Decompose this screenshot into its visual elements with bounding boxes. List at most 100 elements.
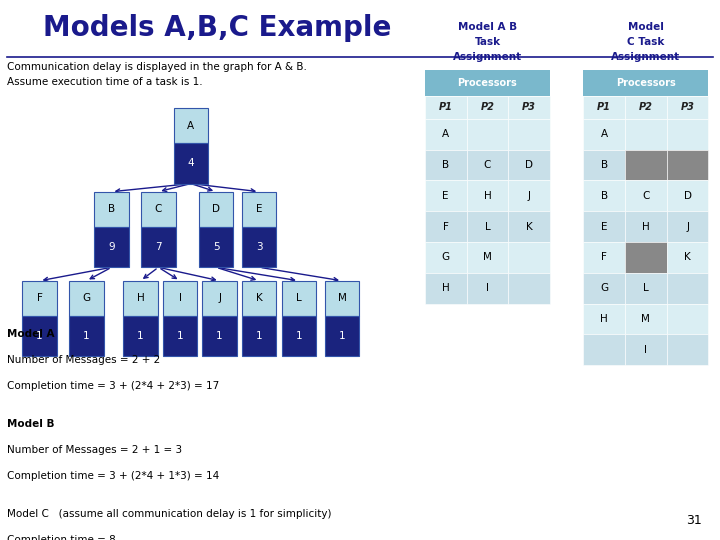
Bar xyxy=(425,273,467,303)
Text: P2: P2 xyxy=(480,103,495,112)
Bar xyxy=(141,192,176,227)
Text: J: J xyxy=(218,293,221,303)
Text: 31: 31 xyxy=(686,514,702,526)
Bar xyxy=(425,119,467,150)
Bar xyxy=(425,211,467,242)
Text: B: B xyxy=(600,191,608,201)
Bar xyxy=(625,180,667,211)
Text: E: E xyxy=(442,191,449,201)
Bar xyxy=(508,211,550,242)
Text: A: A xyxy=(600,129,608,139)
Text: P1: P1 xyxy=(597,103,611,112)
Bar xyxy=(282,281,316,316)
Text: M: M xyxy=(483,252,492,262)
Text: 7: 7 xyxy=(155,242,162,252)
Text: H: H xyxy=(642,221,649,232)
Bar xyxy=(69,316,104,356)
Text: H: H xyxy=(600,314,608,324)
Bar xyxy=(199,192,233,227)
Text: B: B xyxy=(600,160,608,170)
Text: 1: 1 xyxy=(176,331,184,341)
Text: Completion time = 3 + (2*4 + 2*3) = 17: Completion time = 3 + (2*4 + 2*3) = 17 xyxy=(7,381,220,391)
Text: D: D xyxy=(525,160,534,170)
Bar xyxy=(583,211,625,242)
Text: 1: 1 xyxy=(137,331,144,341)
Bar xyxy=(508,273,550,303)
Text: F: F xyxy=(601,252,607,262)
Text: I: I xyxy=(486,283,489,293)
Text: H: H xyxy=(137,293,144,303)
Text: B: B xyxy=(108,204,115,214)
Bar xyxy=(667,211,708,242)
Text: Number of Messages = 2 + 1 = 3: Number of Messages = 2 + 1 = 3 xyxy=(7,445,182,455)
Bar xyxy=(583,150,625,180)
Text: K: K xyxy=(526,221,533,232)
Text: 1: 1 xyxy=(256,331,263,341)
Bar xyxy=(583,242,625,273)
Bar xyxy=(667,96,708,119)
Bar xyxy=(508,180,550,211)
Text: Communication delay is displayed in the graph for A & B.: Communication delay is displayed in the … xyxy=(7,62,307,72)
Text: M: M xyxy=(338,293,346,303)
Bar xyxy=(467,119,508,150)
Bar xyxy=(583,273,625,303)
Text: G: G xyxy=(441,252,450,262)
Text: B: B xyxy=(442,160,449,170)
Bar xyxy=(202,281,237,316)
Bar xyxy=(425,150,467,180)
Text: 9: 9 xyxy=(108,242,115,252)
Bar xyxy=(508,150,550,180)
Bar xyxy=(467,150,508,180)
Text: 5: 5 xyxy=(212,242,220,252)
Bar xyxy=(583,70,708,96)
Bar xyxy=(667,242,708,273)
Bar xyxy=(583,303,625,334)
Bar xyxy=(625,119,667,150)
Text: 1: 1 xyxy=(83,331,90,341)
Text: G: G xyxy=(600,283,608,293)
Text: Assignment: Assignment xyxy=(453,52,522,62)
Bar xyxy=(583,119,625,150)
Text: K: K xyxy=(256,293,263,303)
Text: 1: 1 xyxy=(295,331,302,341)
Bar xyxy=(199,227,233,267)
Text: Assignment: Assignment xyxy=(611,52,680,62)
Bar xyxy=(123,316,158,356)
Bar xyxy=(667,303,708,334)
Text: D: D xyxy=(683,191,692,201)
Text: 4: 4 xyxy=(187,158,194,168)
Bar xyxy=(325,316,359,356)
Bar xyxy=(583,180,625,211)
Text: P3: P3 xyxy=(522,103,536,112)
Bar xyxy=(22,316,57,356)
Text: Models A,B,C Example: Models A,B,C Example xyxy=(43,14,392,42)
Bar xyxy=(625,334,667,365)
Bar xyxy=(667,180,708,211)
Bar xyxy=(202,316,237,356)
Text: 3: 3 xyxy=(256,242,263,252)
Bar xyxy=(174,108,208,143)
Bar xyxy=(242,281,276,316)
Text: Processors: Processors xyxy=(616,78,675,87)
Text: Completion time = 3 + (2*4 + 1*3) = 14: Completion time = 3 + (2*4 + 1*3) = 14 xyxy=(7,471,220,481)
Bar xyxy=(123,281,158,316)
Bar xyxy=(467,242,508,273)
Bar xyxy=(508,119,550,150)
Text: C: C xyxy=(642,191,649,201)
Bar xyxy=(583,96,625,119)
Bar xyxy=(467,180,508,211)
Text: A: A xyxy=(442,129,449,139)
Bar xyxy=(242,316,276,356)
Text: P1: P1 xyxy=(438,103,453,112)
Text: Model B: Model B xyxy=(7,419,55,429)
Bar xyxy=(583,334,625,365)
Text: Processors: Processors xyxy=(458,78,517,87)
Bar xyxy=(508,96,550,119)
Bar xyxy=(141,227,176,267)
Text: E: E xyxy=(256,204,263,214)
Text: Completion time = 8: Completion time = 8 xyxy=(7,535,116,540)
Text: C Task: C Task xyxy=(627,37,665,47)
Text: L: L xyxy=(643,283,649,293)
Bar xyxy=(325,281,359,316)
Text: Model: Model xyxy=(628,22,664,32)
